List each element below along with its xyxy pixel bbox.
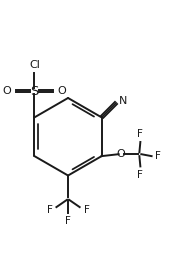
Text: F: F	[155, 151, 161, 161]
Text: F: F	[137, 129, 143, 139]
Text: O: O	[3, 86, 11, 96]
Text: F: F	[84, 205, 89, 215]
Text: F: F	[137, 170, 143, 180]
Text: Cl: Cl	[29, 60, 40, 70]
Text: N: N	[119, 96, 127, 106]
Text: F: F	[65, 216, 71, 226]
Text: O: O	[58, 86, 67, 96]
Text: O: O	[117, 149, 125, 159]
Text: F: F	[47, 205, 53, 215]
Text: S: S	[30, 85, 39, 98]
